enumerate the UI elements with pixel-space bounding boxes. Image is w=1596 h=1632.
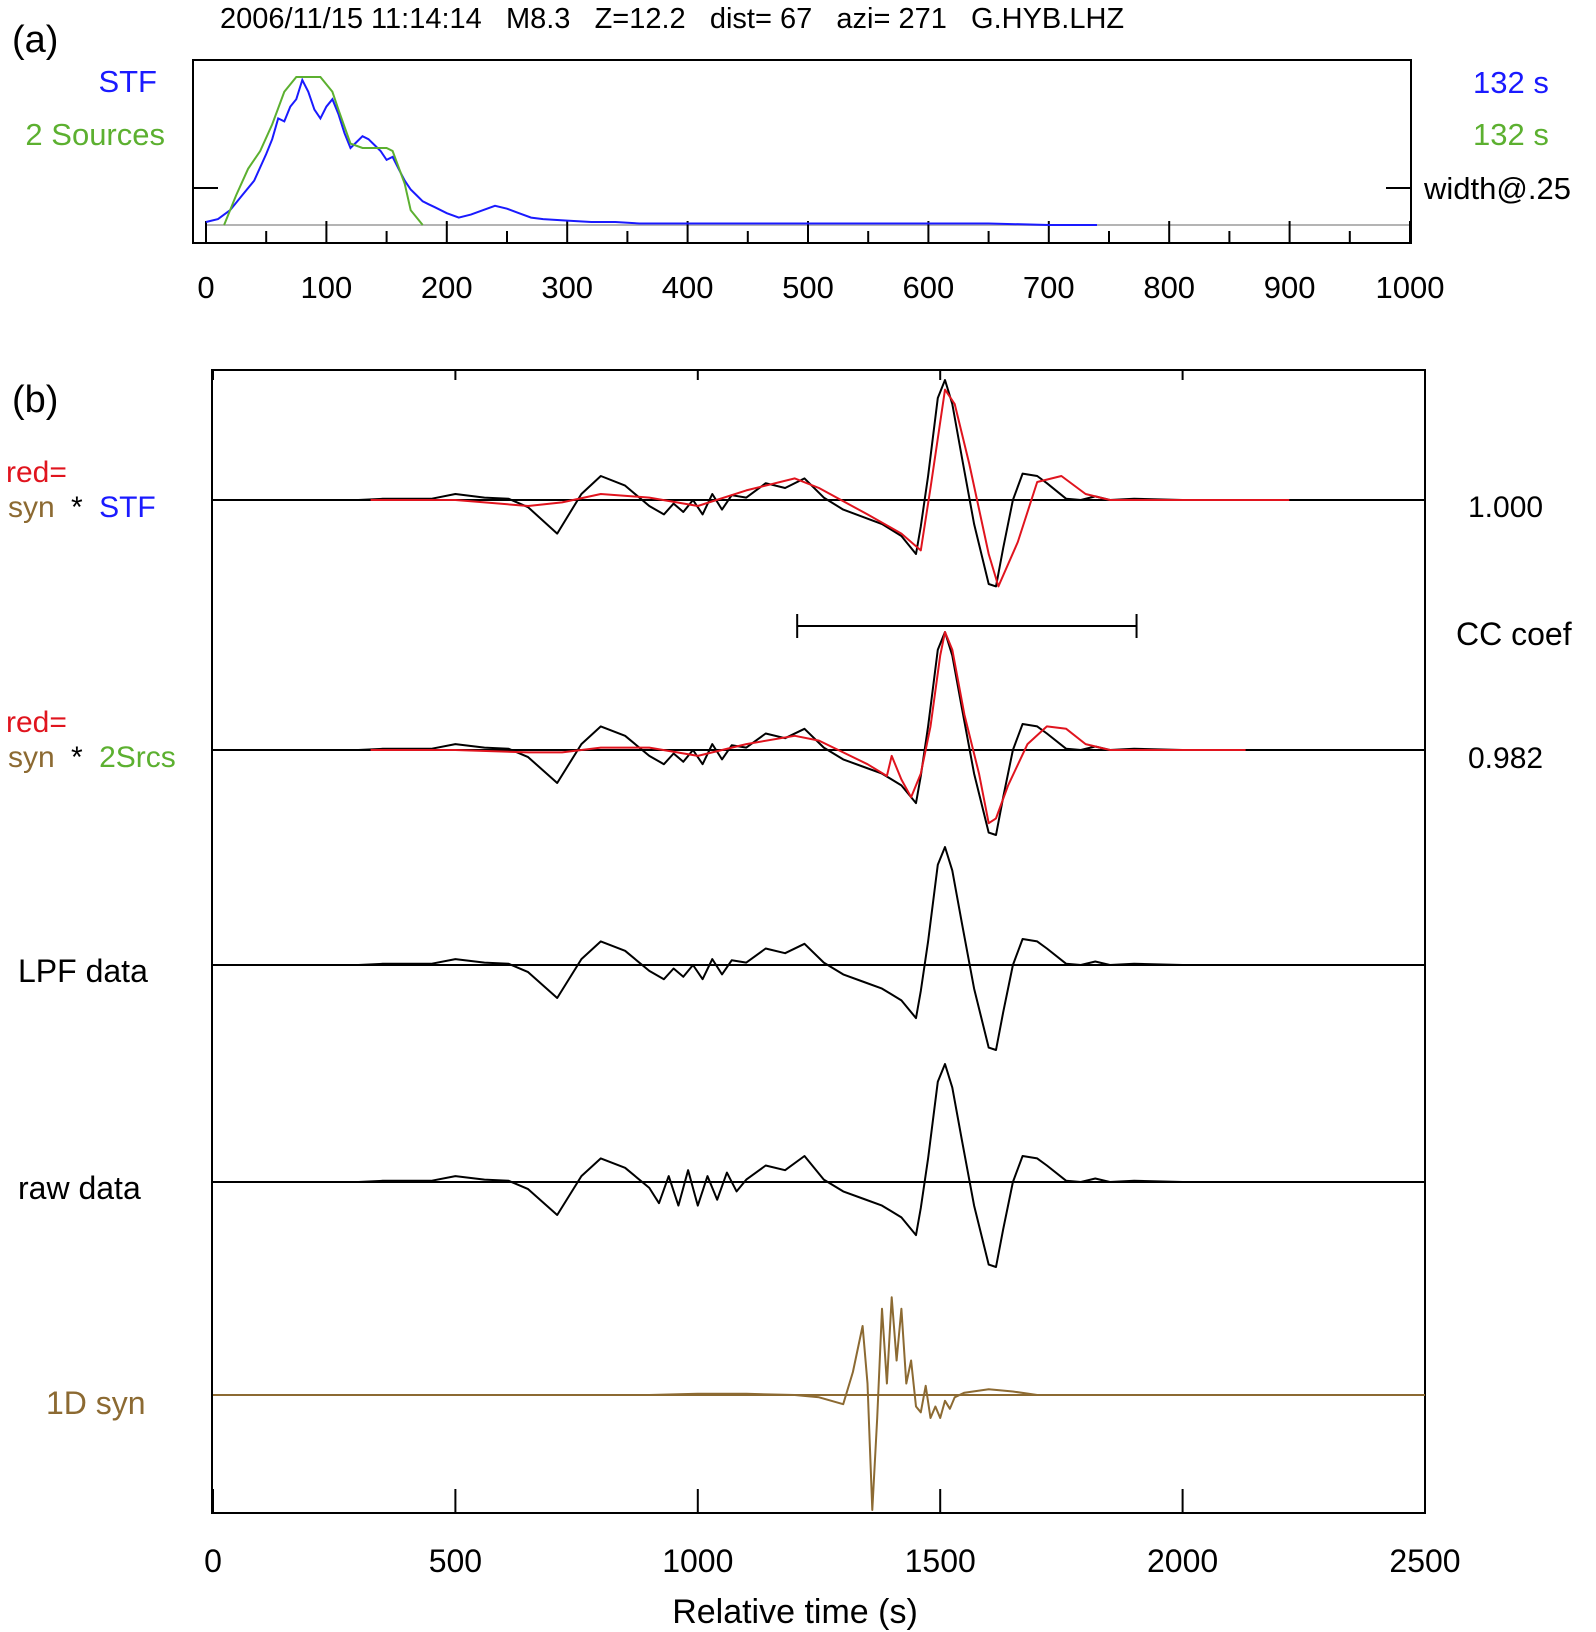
raw-data-label: raw data [18,1170,141,1206]
lpf-data-label: LPF data [18,953,148,989]
panel-b-x-tick-label: 1500 [905,1543,976,1579]
trace1-syn-label: syn * STF [8,491,156,524]
panel-a-x-tick-label: 0 [197,270,214,305]
panel-a-x-tick-label: 700 [1023,270,1075,305]
panel-b-traces [213,379,1425,1511]
cc-window [796,614,1138,638]
trace2-syn-label: syn * 2Srcs [8,741,176,774]
panel-b-x-ticks [212,370,1426,1513]
two-sources-label: 2 Sources [25,117,165,152]
trace1-stf-word: STF [99,491,156,524]
panel-a-header: 2006/11/15 11:14:14 M8.3 Z=12.2 dist= 67… [220,3,1124,35]
syn1d-label: 1D syn [46,1385,146,1421]
trace-stf-data [213,379,1425,588]
trace-lpf-data [213,846,1425,1051]
panel-a-x-tick-label: 900 [1264,270,1316,305]
stf-line [205,77,1097,226]
trace1-red-label: red= [6,456,67,489]
panel-b-frame [211,369,1426,1514]
panel-a-x-tick-label: 400 [662,270,714,305]
panel-b-x-tick-label: 1000 [662,1543,733,1579]
panel-a-x-tick-label: 200 [421,270,473,305]
trace-1d-syn [213,1296,1425,1511]
panel-a-frame [192,59,1412,244]
stf-label: STF [98,64,157,99]
cc-value-2: 0.982 [1468,742,1543,775]
panel-b-tag: (b) [12,379,58,421]
trace2-srcs-word: 2Srcs [99,741,176,774]
panel-a-x-ticks [205,221,1411,243]
panel-a-tag: (a) [12,19,58,61]
trace2-syn-word: syn [8,741,55,774]
trace-2srcs-data [213,631,1425,836]
panel-a: (a) 2006/11/15 11:14:14 M8.3 Z=12.2 dist… [12,3,1571,305]
panel-a-x-tick-labels: 0 100 200 300 400 500 600 700 800 900 1000 [197,270,1444,305]
trace2-red-label: red= [6,706,67,739]
trace1-syn-word: syn [8,491,55,524]
panel-a-x-tick-label: 100 [301,270,353,305]
stf-duration: 132 s [1473,65,1549,100]
panel-b-x-tick-label: 2000 [1147,1543,1218,1579]
two-sources-line [223,76,424,226]
panel-b: (b) 0 500 1000 1500 2000 2500 red= syn * STF … [6,369,1572,1631]
cc-title: CC coef [1456,616,1572,652]
panel-b-x-tick-label: 0 [204,1543,222,1579]
trace-raw-data [213,1063,1425,1268]
panel-a-x-tick-label: 1000 [1376,270,1445,305]
trace-stf-syn [370,388,1290,588]
panel-b-x-tick-labels: 0 500 1000 1500 2000 2500 [204,1543,1460,1579]
panel-b-x-tick-label: 500 [429,1543,482,1579]
panel-b-x-tick-label: 2500 [1389,1543,1460,1579]
panel-a-x-tick-label: 800 [1143,270,1195,305]
panel-a-x-tick-label: 500 [782,270,834,305]
cc-value-1: 1.000 [1468,491,1543,524]
panel-a-x-tick-label: 300 [541,270,593,305]
panel-a-x-tick-label: 600 [903,270,955,305]
two-sources-duration: 132 s [1473,117,1549,152]
trace1-star: * [71,491,83,524]
trace-2srcs-syn [370,631,1246,825]
panel-a-series [205,76,1097,226]
x-axis-label: Relative time (s) [672,1593,918,1631]
trace2-star: * [71,741,83,774]
width-note: width@.25 [1423,171,1571,206]
